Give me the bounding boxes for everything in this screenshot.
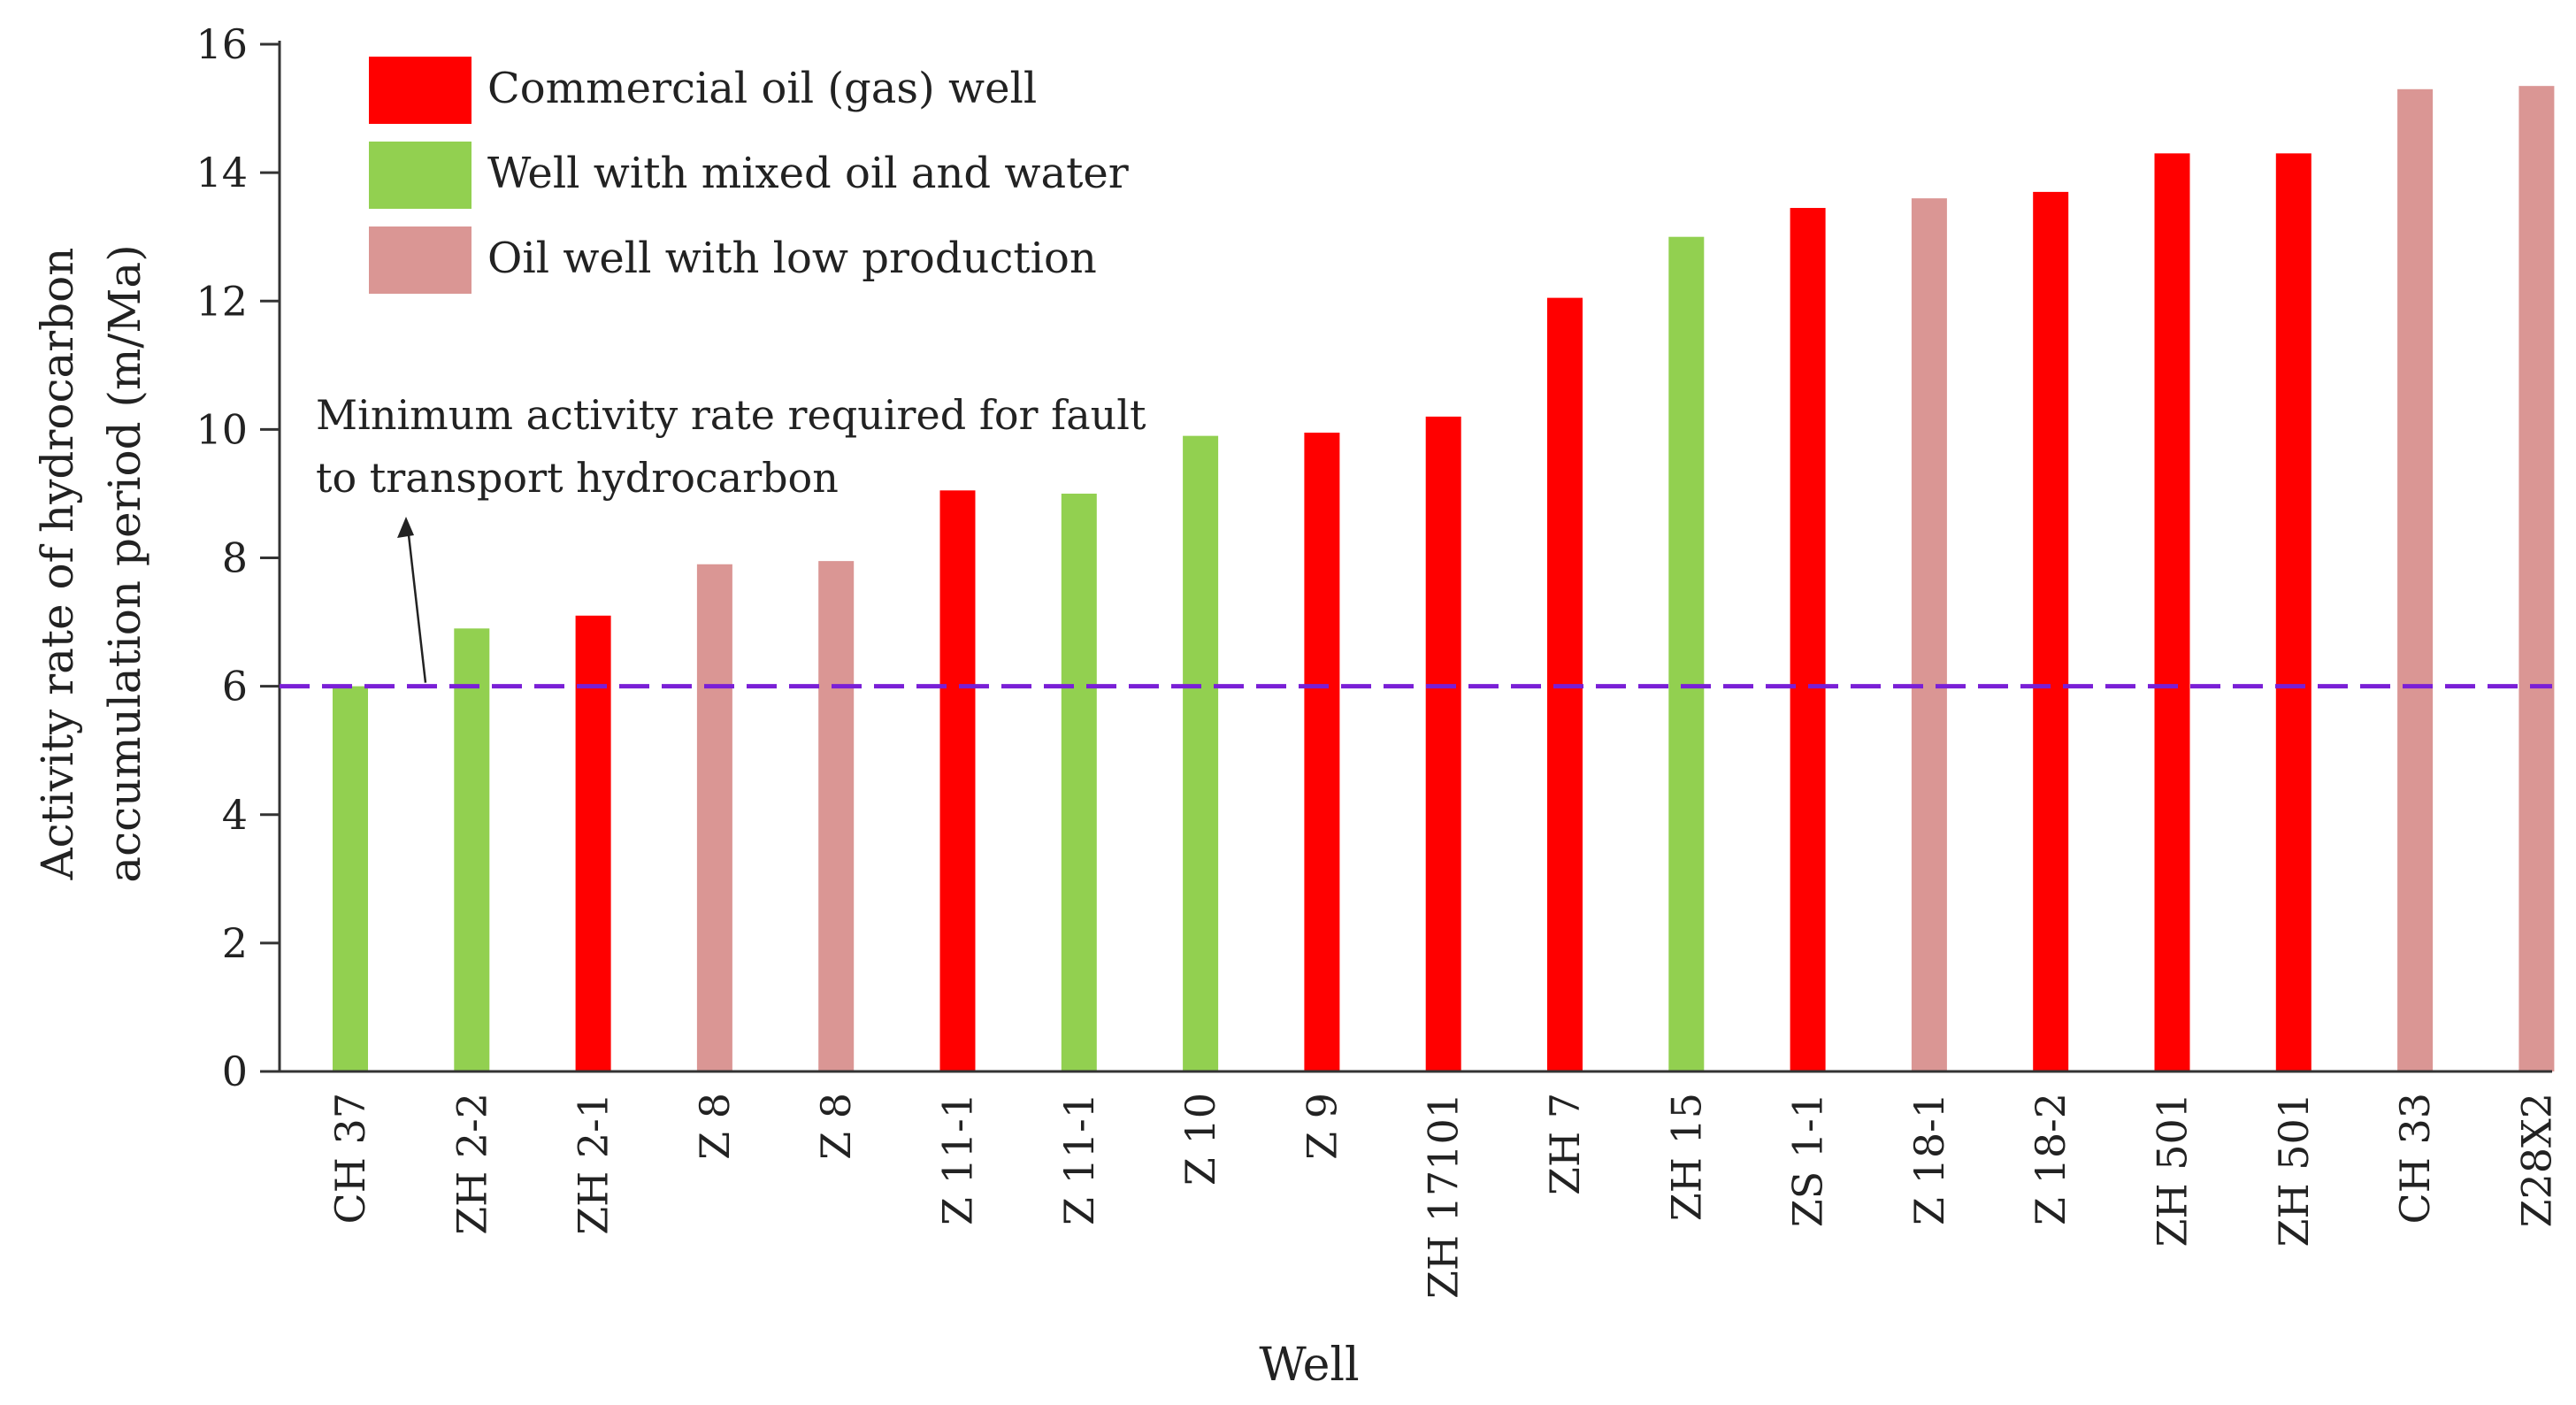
bar-14: [1911, 198, 1947, 1071]
bar-9: [1304, 433, 1340, 1071]
threshold-annotation-line1: Minimum activity rate required for fault: [316, 391, 1146, 439]
x-axis-label: Well: [1259, 1339, 1359, 1392]
y-tick-label-6: 6: [222, 663, 248, 710]
y-tick-label-2: 2: [222, 919, 248, 967]
x-tick-label-4: Z 8: [691, 1093, 739, 1160]
bar-5: [818, 561, 855, 1071]
legend-swatch-low: [369, 226, 472, 294]
bar-3: [575, 615, 611, 1071]
x-tick-label-16: ZH 501: [2149, 1093, 2196, 1248]
x-tick-label-7: Z 11-1: [1055, 1093, 1103, 1225]
x-tick-label-15: Z 18-2: [2027, 1093, 2074, 1225]
y-tick-label-10: 10: [196, 405, 248, 453]
bar-15: [2033, 191, 2069, 1072]
y-tick-label-14: 14: [196, 149, 248, 196]
x-tick-label-12: ZH 15: [1662, 1093, 1710, 1221]
y-tick-label-0: 0: [222, 1048, 248, 1095]
x-tick-label-9: Z 9: [1298, 1093, 1346, 1160]
bar-7: [1061, 493, 1097, 1071]
y-tick-label-12: 12: [196, 277, 248, 325]
x-tick-label-18: CH 33: [2391, 1093, 2439, 1224]
y-axis-label-line1: Activity rate of hydrocarbon: [32, 248, 83, 881]
x-tick-label-11: ZH 7: [1541, 1093, 1589, 1195]
legend-label-mixed: Well with mixed oil and water: [487, 149, 1129, 198]
bar-12: [1668, 236, 1705, 1071]
y-tick-label-4: 4: [222, 791, 248, 839]
bar-8: [1183, 435, 1219, 1072]
x-tick-label-8: Z 10: [1177, 1093, 1224, 1186]
y-axis-label-line2: accumulation period (m/Ma): [99, 244, 150, 882]
threshold-annotation-arrow: [397, 517, 427, 683]
x-tick-label-2: ZH 2-2: [448, 1093, 495, 1235]
bar-13: [1790, 208, 1826, 1072]
legend-swatch-commercial: [369, 57, 472, 124]
y-tick-label-16: 16: [196, 20, 248, 68]
threshold-annotation-line2: to transport hydrocarbon: [316, 454, 839, 502]
x-tick-label-19: Z28X2: [2512, 1093, 2560, 1228]
x-tick-label-1: CH 37: [326, 1093, 374, 1224]
bar-4: [696, 564, 732, 1071]
x-tick-label-13: ZS 1-1: [1784, 1093, 1832, 1227]
y-tick-label-8: 8: [222, 534, 248, 582]
bar-18: [2397, 88, 2434, 1072]
legend-label-low: Oil well with low production: [487, 234, 1097, 283]
bar-10: [1425, 416, 1461, 1071]
bar-6: [939, 490, 976, 1071]
legend-swatch-mixed: [369, 142, 472, 209]
plot-area: 0 2 4 6 8 10 12 14 16 CH 37 ZH 2-2 ZH 2-1 Z 8 Z 8 Z 11…: [196, 20, 2560, 1299]
x-tick-label-3: ZH 2-1: [570, 1093, 617, 1235]
x-tick-label-17: ZH 501: [2270, 1093, 2318, 1248]
bar-17: [2275, 153, 2312, 1072]
x-tick-label-5: Z 8: [812, 1093, 860, 1160]
bar-16: [2154, 153, 2190, 1072]
x-tick-label-6: Z 11-1: [934, 1093, 982, 1225]
bar-1: [333, 686, 368, 1071]
x-tick-label-10: ZH 17101: [1420, 1093, 1468, 1299]
bar-19: [2518, 86, 2555, 1071]
x-tick-label-14: Z 18-1: [1905, 1093, 1953, 1225]
legend-label-commercial: Commercial oil (gas) well: [487, 64, 1037, 113]
bar-2: [454, 628, 490, 1071]
